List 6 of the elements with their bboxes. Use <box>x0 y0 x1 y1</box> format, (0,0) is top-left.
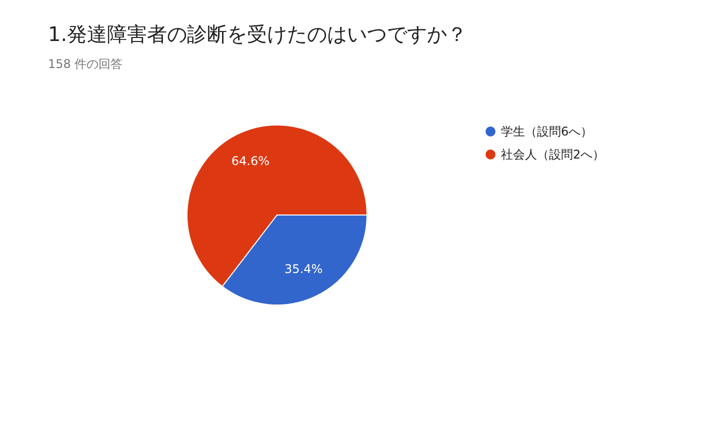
legend-label: 学生（設問6へ） <box>501 124 593 138</box>
legend-label: 社会人（設問2へ） <box>501 148 605 162</box>
data-label: 35.4% <box>284 262 323 276</box>
data-label: 64.6% <box>231 154 270 168</box>
text: 158 件の回答 <box>48 57 123 71</box>
chart-title: 1.発達障害者の診断を受けたのはいつですか？ <box>48 22 468 46</box>
